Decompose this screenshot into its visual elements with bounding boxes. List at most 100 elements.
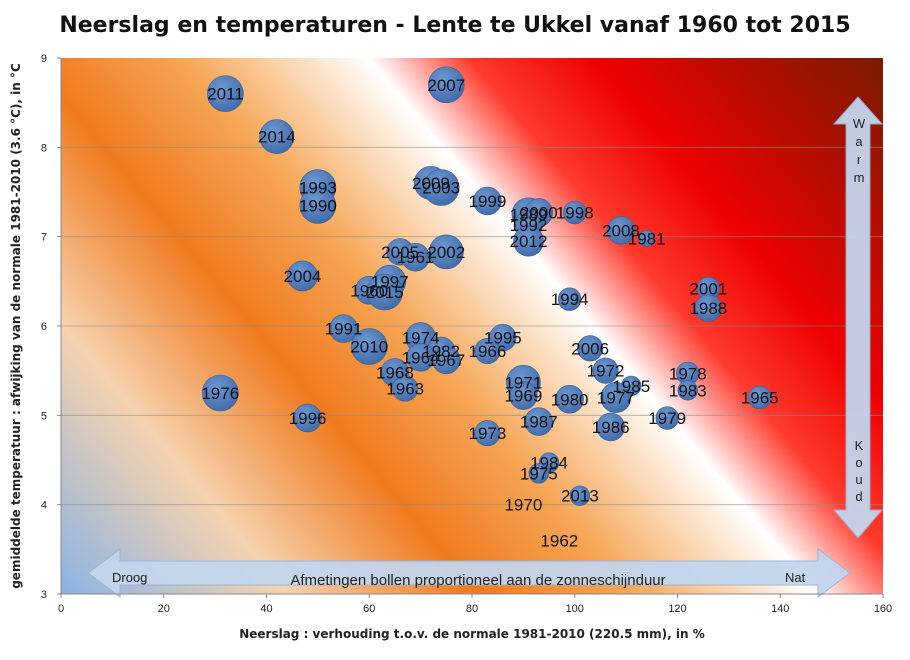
x-tick-label: 140 xyxy=(771,603,789,615)
bubble-label-1966: 1966 xyxy=(468,342,506,361)
bubble-label-1979: 1979 xyxy=(648,409,686,428)
bubble-label-2012: 2012 xyxy=(510,232,548,251)
bubble-layer xyxy=(201,66,772,506)
bubble-label-2003: 2003 xyxy=(422,179,460,198)
bubble-label-1962: 1962 xyxy=(540,531,578,550)
chart-title: Neerslag en temperaturen - Lente te Ukke… xyxy=(59,13,850,38)
x-tick-label: 60 xyxy=(363,603,375,615)
bubble-label-1961: 1961 xyxy=(397,248,435,267)
bubble-label-1964: 1964 xyxy=(402,348,440,367)
bubble-label-1996: 1996 xyxy=(289,409,327,428)
bubble-label-1988: 1988 xyxy=(689,299,727,318)
bubble-label-1974: 1974 xyxy=(402,329,440,348)
bubble-1996 xyxy=(293,403,322,433)
bubble-label-1977: 1977 xyxy=(597,388,635,407)
bubble-2012 xyxy=(513,225,544,257)
bubble-label-2000: 2000 xyxy=(520,204,558,223)
x-tick-label: 100 xyxy=(566,603,584,615)
bubble-2006 xyxy=(577,335,604,362)
y-tick-label: 8 xyxy=(41,142,47,154)
bubble-label-2014: 2014 xyxy=(258,128,296,147)
y-tick-label: 3 xyxy=(41,589,47,601)
y-tick-label: 5 xyxy=(41,410,47,422)
bubble-1999 xyxy=(473,186,502,216)
bubble-2007 xyxy=(428,66,465,104)
bubble-1976 xyxy=(201,374,239,412)
bubble-1994 xyxy=(557,287,582,311)
bubble-label-1989: 1989 xyxy=(510,205,548,224)
bubble-label-2001: 2001 xyxy=(689,279,727,298)
bubble-1979 xyxy=(655,406,679,430)
bubble-1972 xyxy=(592,357,619,384)
x-tick-label: 20 xyxy=(158,603,170,615)
bubble-1965 xyxy=(748,385,772,410)
bubble-2015 xyxy=(366,273,403,311)
bubble-1975 xyxy=(528,463,549,484)
y-tick-label: 9 xyxy=(41,53,47,65)
bubble-label-2015: 2015 xyxy=(366,283,404,302)
x-arrow-left-label: Droog xyxy=(112,570,147,585)
y-axis-label: gemiddelde temperatuur : afwijking van d… xyxy=(9,63,23,589)
bubble-1969 xyxy=(509,381,538,410)
bubble-label-1975: 1975 xyxy=(520,464,558,483)
bubble-label-1963: 1963 xyxy=(386,380,424,399)
bubble-2008 xyxy=(606,216,636,245)
y-tick-label: 4 xyxy=(41,500,47,512)
bubble-label-1985: 1985 xyxy=(612,377,650,396)
bubble-label-1960: 1960 xyxy=(350,281,388,300)
bubble-label-1967: 1967 xyxy=(427,351,465,370)
bubble-label-1969: 1969 xyxy=(504,387,542,406)
bubble-label-1992: 1992 xyxy=(510,216,548,235)
bubble-label-1999: 1999 xyxy=(468,192,506,211)
x-tick-label: 40 xyxy=(260,603,272,615)
bubble-label-2008: 2008 xyxy=(602,221,640,240)
bubble-1998 xyxy=(563,200,587,225)
x-direction-arrow: Droog Nat Afmetingen bollen proportionee… xyxy=(87,548,851,598)
bubble-1961 xyxy=(401,242,430,272)
bubble-1966 xyxy=(474,337,501,365)
bubble-2013 xyxy=(569,485,591,506)
bubble-label-1997: 1997 xyxy=(371,272,409,291)
bubble-2002 xyxy=(428,234,464,270)
y-tick-label: 6 xyxy=(41,321,47,333)
bubble-1990 xyxy=(299,187,337,224)
bubble-label-1990: 1990 xyxy=(299,196,337,215)
bubble-label-1976: 1976 xyxy=(201,384,239,403)
bubble-label-1991: 1991 xyxy=(325,320,363,339)
bubble-1980 xyxy=(555,385,584,414)
bubble-label-1986: 1986 xyxy=(592,418,630,437)
bubble-1973 xyxy=(474,420,501,447)
y-tick-labels: 3 4 5 6 7 8 9 xyxy=(41,53,61,601)
bubble-label-2005: 2005 xyxy=(381,243,419,262)
bubble-label-2004: 2004 xyxy=(284,267,322,286)
x-axis-label: Neerslag : verhouding t.o.v. de normale … xyxy=(239,627,705,641)
bubble-size-note: Afmetingen bollen proportioneel aan de z… xyxy=(290,572,665,589)
x-arrow-right-label: Nat xyxy=(785,570,806,585)
bubble-label-1987: 1987 xyxy=(520,413,558,432)
bubble-1977 xyxy=(600,382,632,413)
bubble-label-1981: 1981 xyxy=(628,229,666,248)
bubble-2010 xyxy=(350,328,388,365)
bubble-1967 xyxy=(432,345,461,375)
bubble-1981 xyxy=(638,230,656,247)
bubble-label-2006: 2006 xyxy=(571,339,609,358)
bubble-label-1983: 1983 xyxy=(669,381,707,400)
bubble-label-2013: 2013 xyxy=(561,487,599,506)
bubble-1987 xyxy=(524,407,554,436)
bubble-2004 xyxy=(287,260,318,292)
bubble-label-1965: 1965 xyxy=(741,388,779,407)
bubble-label-1980: 1980 xyxy=(551,390,589,409)
bubble-label-1982: 1982 xyxy=(422,342,460,361)
bubble-label-1971: 1971 xyxy=(504,373,542,392)
x-tick-label: 160 xyxy=(874,603,892,615)
bubble-label-1970: 1970 xyxy=(504,496,542,515)
bubble-label-2002: 2002 xyxy=(427,243,465,262)
bubble-label-1995: 1995 xyxy=(484,329,522,348)
bubble-label-1978: 1978 xyxy=(669,364,707,383)
bubble-1986 xyxy=(596,412,625,442)
bubble-label-1994: 1994 xyxy=(551,290,589,309)
